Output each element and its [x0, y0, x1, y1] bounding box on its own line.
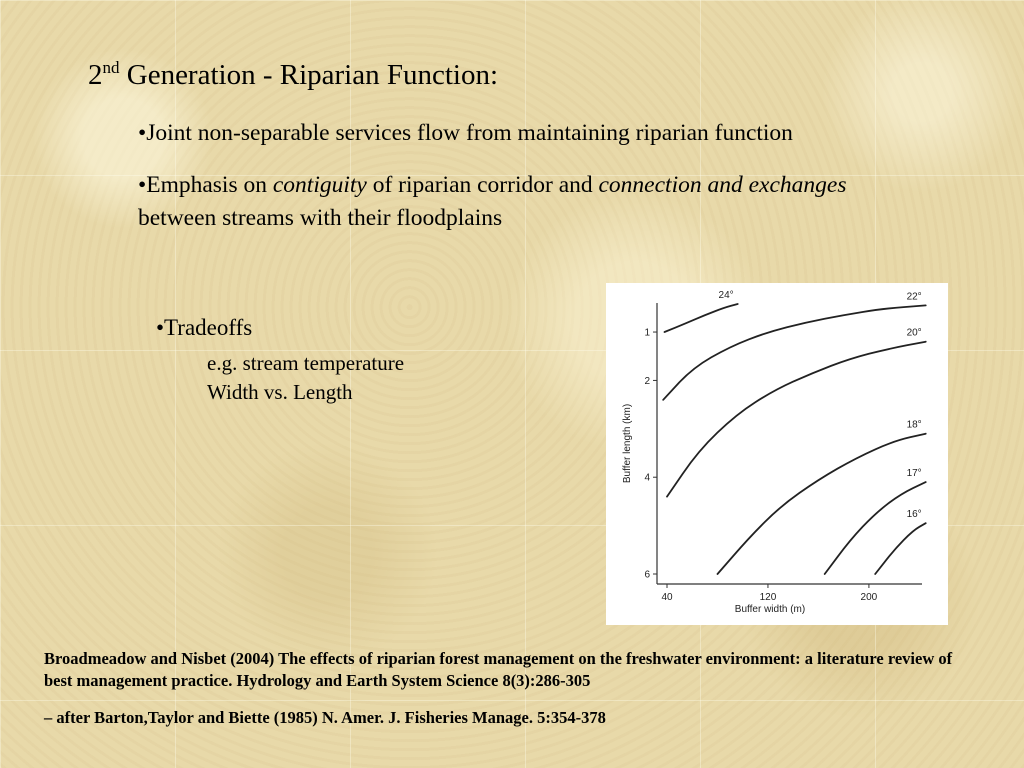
curve-label: 17°	[907, 468, 922, 479]
bullet-joint-services: •Joint non-separable services flow from …	[138, 120, 793, 146]
curve-label: 22°	[907, 291, 922, 302]
curve-24deg	[663, 303, 739, 333]
x-tick-label: 200	[861, 592, 878, 603]
bullet-emphasis-part1: •Emphasis on	[138, 172, 273, 198]
x-tick-label: 120	[760, 592, 777, 603]
title-text: Generation - Riparian Function:	[119, 59, 499, 91]
tradeoff-example: e.g. stream temperature	[207, 351, 405, 375]
slide-title: 2nd Generation - Riparian Function:	[88, 58, 498, 92]
title-superscript: nd	[102, 58, 120, 77]
chart-svg: 1 2 4 6 40 120 200 Buffer width (m) Buffer lengt…	[622, 290, 927, 615]
title-number: 2	[88, 59, 103, 91]
curve-20deg	[666, 340, 927, 498]
y-tick-label: 4	[644, 473, 650, 484]
curve-18deg	[716, 432, 927, 575]
connection-italic: connection and exchanges	[598, 172, 847, 198]
curve-22deg	[662, 304, 927, 401]
curve-17deg	[823, 481, 927, 575]
reference-after: – after Barton,Taylor and Biette (1985) …	[44, 708, 606, 727]
curve-16deg	[874, 522, 927, 575]
curve-label: 18°	[907, 420, 922, 431]
x-axis-label: Buffer width (m)	[735, 604, 805, 615]
reference-citation: Broadmeadow and Nisbet (2004) The effect…	[44, 649, 953, 690]
y-tick-label: 1	[644, 328, 650, 339]
contiguity-italic: contiguity	[272, 172, 367, 198]
x-tick-label: 40	[661, 592, 673, 603]
curve-label: 20°	[907, 328, 922, 339]
bullet-tradeoffs: •Tradeoffs	[156, 315, 253, 340]
bullet-emphasis: •Emphasis on contiguity of riparian corr…	[138, 169, 928, 235]
curve-label: 24°	[719, 290, 734, 301]
y-tick-label: 6	[644, 570, 650, 581]
bullet-emphasis-part3: between streams with their floodplains	[138, 205, 503, 231]
bullet-emphasis-part2: of riparian corridor and	[366, 172, 599, 198]
tradeoff-width-length: Width vs. Length	[207, 380, 353, 404]
curve-label: 16°	[907, 509, 922, 520]
buffer-chart: 1 2 4 6 40 120 200 Buffer width (m) Buffer lengt…	[606, 283, 948, 625]
y-axis-label: Buffer length (km)	[622, 404, 633, 483]
y-tick-label: 2	[644, 376, 650, 387]
